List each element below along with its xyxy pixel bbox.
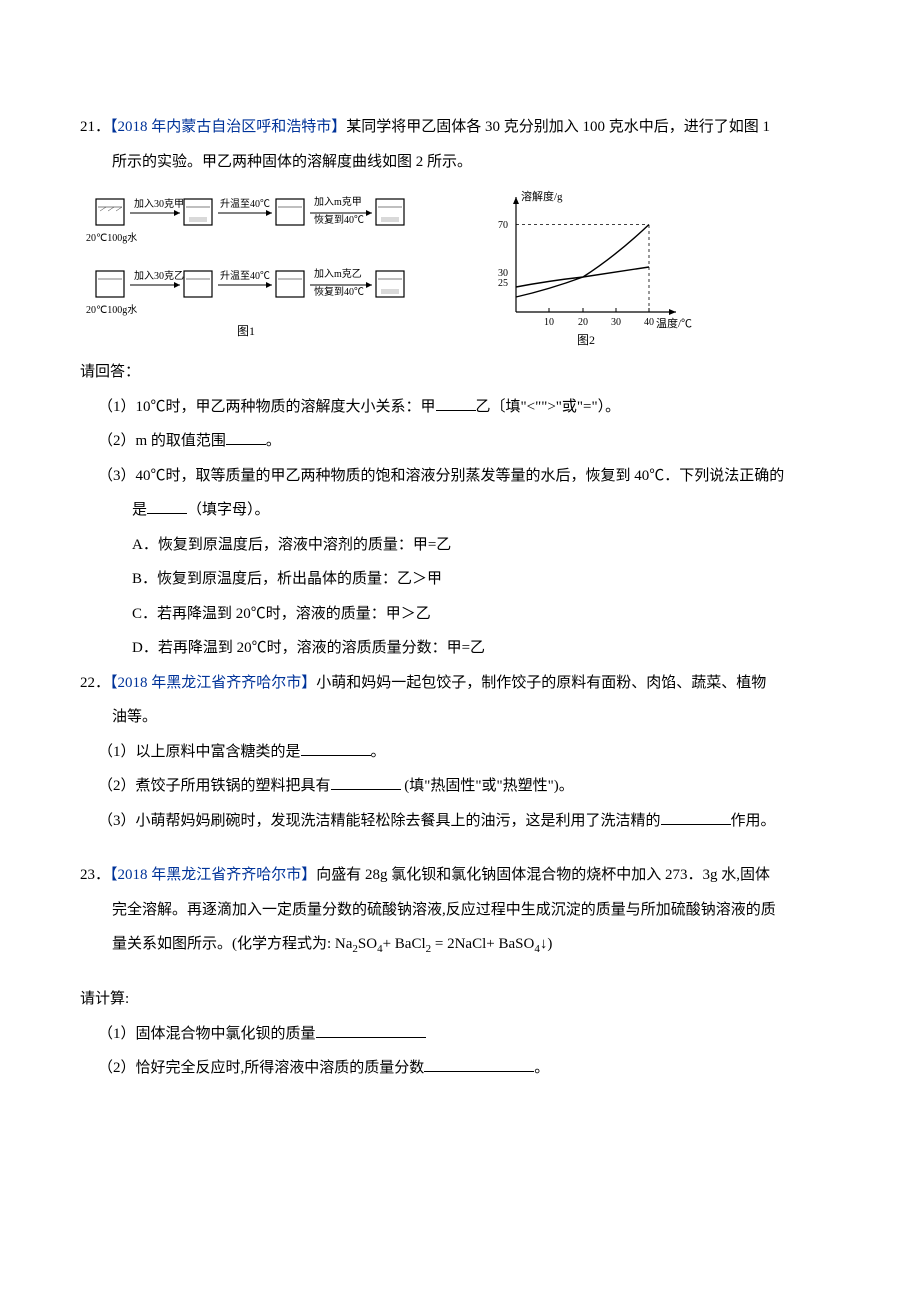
q23-stem-line1: 23．【2018 年黑龙江省齐齐哈尔市】向盛有 28g 氯化钡和氯化钠固体混合物…: [80, 858, 840, 893]
q22-stem-line2: 油等。: [80, 700, 840, 735]
fig1-label-bot: 20℃100g水: [86, 304, 137, 316]
q22-p3-a: （3）小萌帮妈妈刷碗时，发现洗洁精能轻松除去餐具上的油污，这是利用了洗洁精的: [98, 813, 661, 829]
fig1-caption: 图1: [237, 324, 255, 338]
q21-p2: （2）m 的取值范围 。: [80, 424, 840, 459]
fig2-group: 溶解度/g 温度/℃ 70 30 25 10 20 30 40: [498, 189, 692, 347]
q22-p2-a: （2）煮饺子所用铁锅的塑料把具有: [98, 778, 331, 794]
fig1-group: 20℃100g水 加入30克甲 升温至40℃: [86, 196, 404, 338]
q21-prompt: 请回答：: [80, 355, 840, 390]
q22-stem-line1: 22．【2018 年黑龙江省齐齐哈尔市】小萌和妈妈一起包饺子，制作饺子的原料有面…: [80, 666, 840, 701]
q23-stem-c3: + BaCl: [383, 936, 426, 952]
q23-stem-line2: 完全溶解。再逐滴加入一定质量分数的硫酸钠溶液,反应过程中生成沉淀的质量与所加硫酸…: [80, 893, 840, 928]
q23-stem-c2: SO: [358, 936, 377, 952]
fill-blank[interactable]: [316, 1022, 426, 1038]
fig1-a2b: 升温至40℃: [220, 270, 270, 282]
q23-p2-a: （2）恰好完全反应时,所得溶液中溶质的质量分数: [98, 1060, 424, 1076]
q22-number: 22．: [80, 675, 110, 691]
fill-blank[interactable]: [226, 429, 266, 445]
q21-p1-b: 乙〔填"<"">"或"="）。: [476, 399, 621, 415]
q21-p1: （1）10℃时，甲乙两种物质的溶解度大小关系：甲 乙〔填"<"">"或"="）。: [80, 390, 840, 425]
q22-p3: （3）小萌帮妈妈刷碗时，发现洗洁精能轻松除去餐具上的油污，这是利用了洗洁精的 作用…: [80, 804, 840, 839]
q23-stem-c4: = 2NaCl+ BaSO: [431, 936, 534, 952]
q21-p3-b: 是: [132, 502, 147, 518]
fig1-a1t: 加入30克甲: [134, 198, 184, 210]
fig1-a3tb: 恢复到40℃: [314, 213, 364, 226]
fill-blank[interactable]: [301, 740, 371, 756]
q22-p1: （1）以上原料中富含糖类的是 。: [80, 735, 840, 770]
q21-number: 21．: [80, 119, 110, 135]
q21-stem-b: 所示的实验。甲乙两种固体的溶解度曲线如图 2 所示。: [112, 154, 472, 170]
fig1-label-top: 20℃100g水: [86, 232, 137, 244]
q23-p2-b: 。: [534, 1060, 549, 1076]
fig2-xt40: 40: [644, 317, 654, 328]
fig1-a1b: 加入30克乙: [134, 270, 184, 282]
fill-blank[interactable]: [661, 809, 731, 825]
q21-stem-line2: 所示的实验。甲乙两种固体的溶解度曲线如图 2 所示。: [80, 145, 840, 180]
q21-p2-a: （2）m 的取值范围: [98, 433, 226, 449]
fig2-xt30: 30: [611, 317, 621, 328]
q21-p3-line2: 是 （填字母）。: [80, 493, 840, 528]
document-page: 21．【2018 年内蒙古自治区呼和浩特市】某同学将甲乙固体各 30 克分别加入…: [0, 0, 920, 1302]
q21-optC: C．若再降温到 20℃时，溶液的质量：甲＞乙: [80, 597, 840, 632]
fill-blank[interactable]: [436, 395, 476, 411]
q22-p1-a: （1）以上原料中富含糖类的是: [98, 744, 301, 760]
q21-optA: A．恢复到原温度后，溶液中溶剂的质量：甲=乙: [80, 528, 840, 563]
q21-figures: 20℃100g水 加入30克甲 升温至40℃: [80, 187, 840, 347]
q21-p2-b: 。: [266, 433, 281, 449]
spacer: [80, 838, 840, 858]
fill-blank[interactable]: [331, 774, 401, 790]
q23-p2: （2）恰好完全反应时,所得溶液中溶质的质量分数 。: [80, 1051, 840, 1086]
fig2-xlabel: 温度/℃: [656, 316, 692, 330]
q21-p3-c: （填字母）。: [187, 502, 270, 518]
q21-stem-line1: 21．【2018 年内蒙古自治区呼和浩特市】某同学将甲乙固体各 30 克分别加入…: [80, 110, 840, 145]
q22-source: 【2018 年黑龙江省齐齐哈尔市】: [110, 675, 316, 691]
q21-svg: 20℃100g水 加入30克甲 升温至40℃: [86, 187, 836, 347]
q23-number: 23．: [80, 867, 110, 883]
q21-stem-a: 某同学将甲乙固体各 30 克分别加入 100 克水中后，进行了如图 1: [346, 119, 770, 135]
fig1-a3ta: 加入m克甲: [314, 196, 362, 208]
q23-p1-a: （1）固体混合物中氯化钡的质量: [98, 1026, 316, 1042]
q22-p2: （2）煮饺子所用铁锅的塑料把具有 (填"热固性"或"热塑性")。: [80, 769, 840, 804]
q21-p3-line1: （3）40℃时，取等质量的甲乙两种物质的饱和溶液分别蒸发等量的水后，恢复到 40…: [80, 459, 840, 494]
fig1-a3ba: 加入m克乙: [314, 268, 362, 280]
q22-p3-b: 作用。: [731, 813, 776, 829]
q23-stem-line3: 量关系如图所示。(化学方程式为: Na2SO4+ BaCl2 = 2NaCl+ …: [80, 927, 840, 962]
spacer: [80, 962, 840, 982]
fig2-xt20: 20: [578, 317, 588, 328]
q23-stem-c: 量关系如图所示。(化学方程式为: Na: [112, 936, 352, 952]
fig2-yt25: 25: [498, 278, 508, 289]
fig1-a3bb: 恢复到40℃: [314, 285, 364, 298]
q21-optB: B．恢复到原温度后，析出晶体的质量：乙＞甲: [80, 562, 840, 597]
q22-p2-b: (填"热固性"或"热塑性")。: [404, 778, 573, 794]
q23-source: 【2018 年黑龙江省齐齐哈尔市】: [110, 867, 316, 883]
q23-prompt: 请计算:: [80, 982, 840, 1017]
q22-p1-b: 。: [371, 744, 386, 760]
q21-optD: D．若再降温到 20℃时，溶液的溶质质量分数：甲=乙: [80, 631, 840, 666]
q23-stem-a: 向盛有 28g 氯化钡和氯化钠固体混合物的烧杯中加入 273．3g 水,固体: [316, 867, 770, 883]
fig1-a2t: 升温至40℃: [220, 198, 270, 210]
q23-p1: （1）固体混合物中氯化钡的质量: [80, 1017, 840, 1052]
q23-stem-c5: ↓): [540, 936, 553, 952]
fig2-xt10: 10: [544, 317, 554, 328]
fig2-caption: 图2: [577, 333, 595, 347]
fig2-ylabel: 溶解度/g: [521, 189, 563, 203]
fill-blank[interactable]: [147, 498, 187, 514]
q21-p1-a: （1）10℃时，甲乙两种物质的溶解度大小关系：甲: [98, 399, 436, 415]
q21-source: 【2018 年内蒙古自治区呼和浩特市】: [110, 119, 346, 135]
fig2-yt70: 70: [498, 220, 508, 231]
fill-blank[interactable]: [424, 1056, 534, 1072]
q22-stem-a: 小萌和妈妈一起包饺子，制作饺子的原料有面粉、肉馅、蔬菜、植物: [316, 675, 766, 691]
